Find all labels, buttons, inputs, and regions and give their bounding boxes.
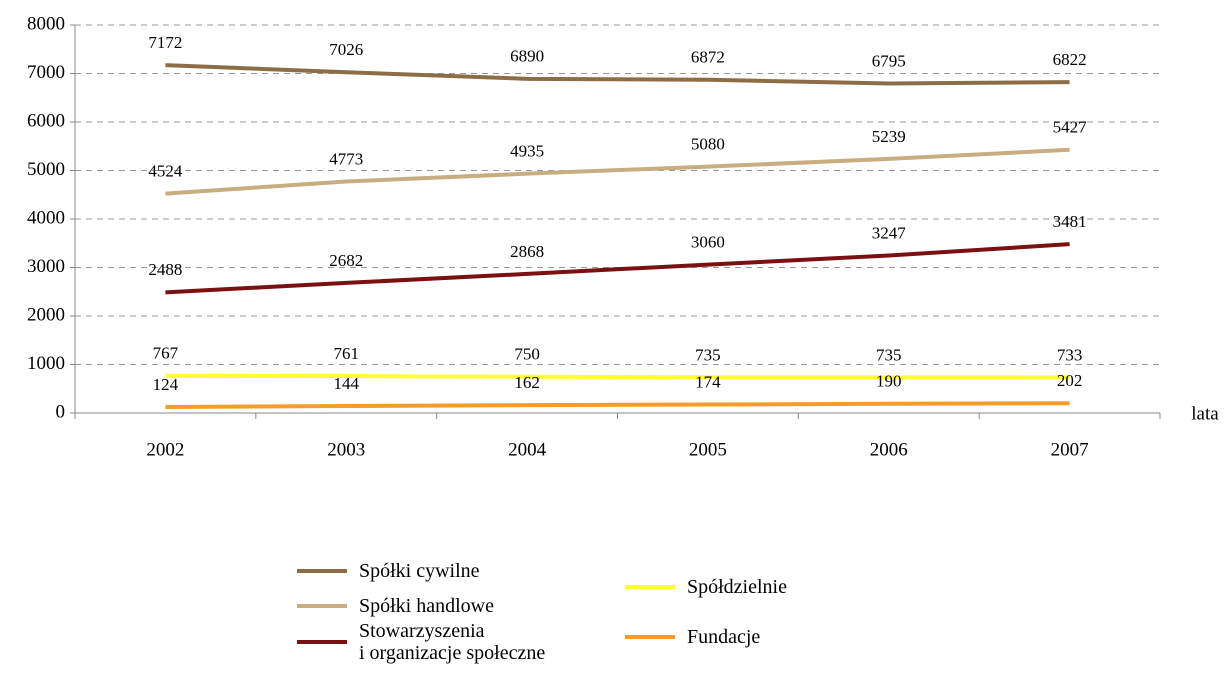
data-label: 2488: [148, 260, 182, 279]
data-label: 6890: [510, 47, 544, 66]
legend-entry: Spółki handlowe: [297, 595, 494, 617]
y-tick-label: 2000: [27, 304, 65, 325]
legend-swatch: [297, 640, 347, 644]
data-label: 5239: [872, 127, 906, 146]
data-label: 4773: [329, 149, 363, 168]
legend-entry: Spółki cywilne: [297, 560, 480, 582]
legend-entry: Stowarzyszenia i organizacje społeczne: [297, 620, 545, 664]
x-tick-label: 2003: [327, 439, 365, 460]
legend-label: Stowarzyszenia i organizacje społeczne: [359, 620, 546, 664]
y-tick-label: 7000: [27, 62, 65, 83]
x-tick-label: 2005: [689, 439, 727, 460]
legend-swatch: [625, 585, 675, 589]
data-label: 750: [514, 345, 540, 364]
y-tick-label: 4000: [27, 207, 65, 228]
data-label: 5427: [1053, 118, 1088, 137]
data-label: 3247: [872, 223, 907, 242]
x-tick-label: 2006: [870, 439, 908, 460]
series-line: [165, 147, 1070, 196]
y-tick-label: 8000: [27, 13, 65, 34]
legend-entry: Spółdzielnie: [625, 576, 787, 598]
data-label: 7172: [148, 33, 182, 52]
data-label: 735: [876, 345, 902, 364]
data-label: 4935: [510, 142, 544, 161]
data-label: 190: [876, 372, 902, 391]
x-tick-label: 2007: [1051, 439, 1089, 460]
legend-swatch: [297, 569, 347, 573]
data-label: 202: [1057, 371, 1083, 390]
y-tick-label: 6000: [27, 110, 65, 131]
y-tick-label: 1000: [27, 353, 65, 374]
data-label: 3060: [691, 232, 725, 251]
data-label: 735: [695, 345, 721, 364]
legend-label: Fundacje: [687, 626, 761, 648]
y-tick-label: 5000: [27, 159, 65, 180]
legend-label: Spółki cywilne: [359, 560, 480, 582]
legend-label: Spółdzielnie: [687, 576, 787, 598]
data-label: 761: [334, 344, 360, 363]
data-label: 7026: [329, 40, 363, 59]
data-label: 5080: [691, 135, 725, 154]
series-line: [165, 401, 1070, 409]
x-tick-label: 2004: [508, 439, 547, 460]
data-label: 2868: [510, 242, 544, 261]
data-label: 162: [514, 373, 540, 392]
data-label: 124: [153, 375, 179, 394]
legend-swatch: [297, 604, 347, 608]
y-tick-label: 3000: [27, 256, 65, 277]
data-label: 144: [334, 374, 360, 393]
x-axis-label: lata: [1191, 403, 1219, 424]
data-label: 2682: [329, 251, 363, 270]
data-label: 6872: [691, 48, 725, 67]
data-label: 6822: [1053, 50, 1087, 69]
series-line: [165, 242, 1070, 295]
series-line: [165, 373, 1070, 380]
data-label: 6795: [872, 51, 906, 70]
legend-label: Spółki handlowe: [359, 595, 494, 617]
data-label: 733: [1057, 345, 1083, 364]
x-tick-label: 2002: [146, 439, 184, 460]
legend-entry: Fundacje: [625, 626, 760, 648]
series-line: [165, 63, 1070, 86]
y-tick-label: 0: [56, 401, 66, 422]
data-label: 3481: [1053, 212, 1087, 231]
data-label: 4524: [148, 161, 183, 180]
data-label: 767: [153, 344, 179, 363]
legend-swatch: [625, 635, 675, 639]
data-label: 174: [695, 372, 721, 391]
